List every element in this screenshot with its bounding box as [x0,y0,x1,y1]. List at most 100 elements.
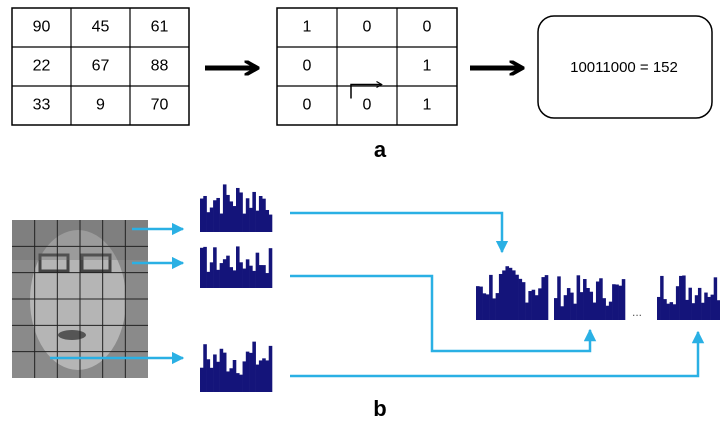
histogram-bar [209,207,214,232]
histogram-bar [268,248,273,288]
histogram-bar [579,292,584,320]
histogram-bar [242,268,247,288]
ellipsis: ... [632,305,642,319]
histogram-bar [249,207,253,232]
histogram-bar [258,360,263,392]
cell-value: 0 [363,19,372,36]
histogram-bar [716,300,720,320]
histogram-bar [258,196,263,232]
histogram-bar [203,246,207,288]
histogram-bar [206,212,211,232]
histogram-bar [495,293,500,320]
histogram-bar [554,298,558,320]
histogram-bar [518,278,523,320]
cell-value: 70 [151,97,169,114]
histogram-bar [710,294,714,320]
histogram-bar [262,265,266,288]
histogram-bar [249,265,253,288]
histogram-bar [583,279,587,320]
histogram-bar [560,306,564,320]
histogram-bar [232,270,237,288]
cell-value: 61 [151,19,169,36]
histogram-bar [525,302,529,320]
histogram-bar [209,367,214,392]
cell-value: 67 [92,58,110,75]
histogram-bar [226,194,230,232]
histogram-bar [209,262,214,288]
histogram-bar [492,298,496,320]
histogram-bar [216,269,220,288]
histogram-bar [685,299,689,320]
histogram-bar [236,187,240,232]
histogram-bar [222,259,227,288]
histogram-bar [232,206,237,232]
histogram-bar [249,352,253,392]
histogram-bar [669,302,674,320]
histogram-bar [615,284,619,320]
cell-value: 45 [92,19,110,36]
histogram-bar [521,282,526,320]
histogram-bar [618,285,623,320]
face-grid [12,220,148,378]
histogram-bar [268,345,273,392]
histogram-bar [222,352,227,392]
histogram-bar [663,299,667,320]
cell-value: 88 [151,58,169,75]
histogram-bar [219,348,224,392]
histogram-bar [666,303,670,320]
cell-value: 90 [33,19,51,36]
histogram-bar [213,354,217,392]
histogram-bar [255,364,260,392]
histogram-bar [200,367,204,392]
histogram-bar [534,295,539,320]
histogram-bar [660,275,664,320]
histogram-bar [682,275,686,320]
histogram-bar [701,302,705,320]
histogram-bar [704,292,708,320]
histogram-bar [245,351,250,392]
histogram-bar [694,295,699,320]
result-box [537,15,713,119]
histogram-bar [226,371,230,392]
histogram-bar [515,274,519,320]
histogram-bar [245,259,250,288]
histogram-bar [563,295,568,320]
histogram-bar [691,303,696,320]
histogram-bar [599,278,603,320]
histogram-bar [498,273,503,320]
result-text: 10011000 = 152 [570,59,678,76]
histograms [200,184,720,392]
histogram-bar [586,287,590,320]
histogram-bar [213,200,217,232]
histogram-bar [200,247,204,288]
histogram-bar [602,298,606,320]
histogram-bar [612,284,616,320]
grid-frame [11,7,190,126]
histogram-bar [213,247,217,288]
cell-value: 0 [303,97,312,114]
panel-label: b [373,396,386,421]
histogram-bar [252,191,256,232]
histogram-bar [528,291,532,320]
histogram-bar [252,341,256,392]
histogram-bar [268,214,273,232]
histogram-bar [239,192,243,232]
histogram-bar [544,275,549,320]
histogram-bar [557,276,561,320]
histogram-bar [679,275,683,320]
histogram-bar [252,270,256,288]
cell-value: 0 [363,97,372,114]
histogram-bar [255,210,260,232]
cell-value: 9 [96,97,105,114]
histogram-bar [222,184,227,232]
histogram-bar [206,359,211,392]
histogram-bar [203,195,207,232]
histogram-bar [226,255,230,288]
histogram-bar [206,271,211,288]
histogram-bar [576,275,581,320]
histogram-bar [245,198,250,232]
histogram-bar [512,270,516,320]
histogram-bar [531,289,536,320]
histogram-bar [570,292,574,320]
